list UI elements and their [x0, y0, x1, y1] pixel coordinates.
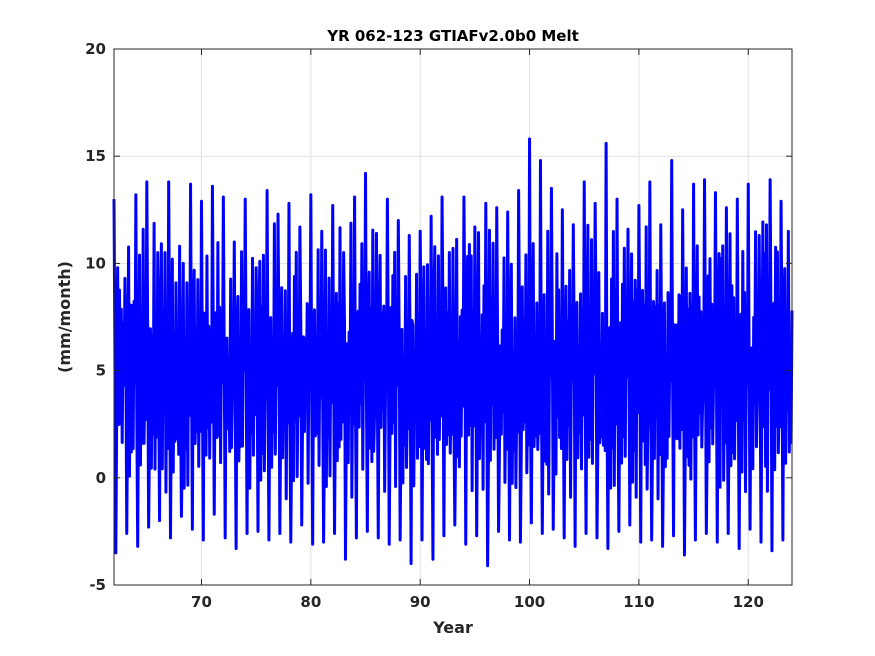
x-tick-label: 120 — [733, 593, 764, 611]
x-tick-label: 70 — [191, 593, 212, 611]
x-tick-label: 110 — [623, 593, 654, 611]
x-tick-label: 90 — [410, 593, 431, 611]
plot-frame — [113, 48, 793, 586]
y-tick-label: 20 — [85, 40, 106, 58]
y-tick-label: 5 — [96, 362, 106, 380]
y-tick-label: 15 — [85, 147, 106, 165]
y-tick-label: -5 — [89, 576, 106, 594]
axis-ticks: 70 80 90 100 110 120 -5 0 5 10 15 20 — [85, 40, 792, 611]
x-tick-label: 100 — [514, 593, 545, 611]
y-tick-label: 10 — [85, 254, 106, 272]
data-series — [112, 137, 794, 568]
x-tick-label: 80 — [300, 593, 321, 611]
melt-series-line — [112, 137, 794, 568]
x-axis-label: Year — [432, 618, 473, 637]
chart-title: YR 062-123 GTIAFv2.0b0 Melt — [326, 27, 579, 45]
y-axis-label: (mm/month) — [55, 261, 74, 373]
y-tick-label: 0 — [96, 469, 106, 487]
